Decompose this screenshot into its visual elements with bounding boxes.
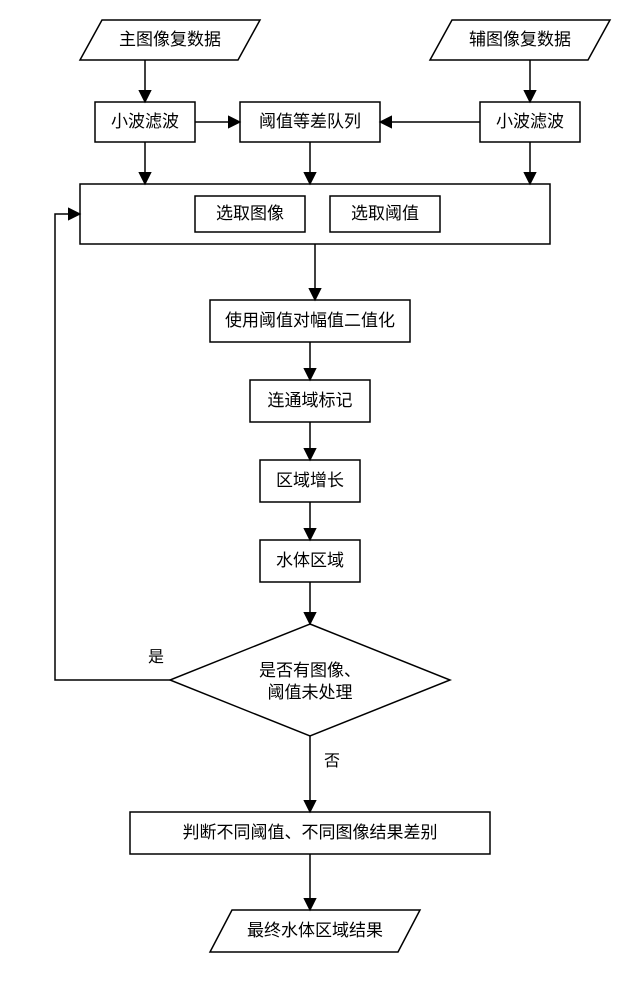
svg-text:是否有图像、: 是否有图像、 xyxy=(259,661,361,680)
svg-text:最终水体区域结果: 最终水体区域结果 xyxy=(247,921,383,940)
svg-text:选取阈值: 选取阈值 xyxy=(351,204,419,223)
svg-text:主图像复数据: 主图像复数据 xyxy=(119,30,221,49)
svg-text:水体区域: 水体区域 xyxy=(276,551,344,570)
svg-text:小波滤波: 小波滤波 xyxy=(111,112,179,131)
svg-text:阈值未处理: 阈值未处理 xyxy=(268,683,353,702)
svg-text:区域增长: 区域增长 xyxy=(276,471,344,490)
svg-text:阈值等差队列: 阈值等差队列 xyxy=(259,112,361,131)
svg-text:是: 是 xyxy=(148,649,164,666)
svg-text:否: 否 xyxy=(324,753,340,770)
svg-text:连通域标记: 连通域标记 xyxy=(268,391,353,410)
svg-text:小波滤波: 小波滤波 xyxy=(496,112,564,131)
svg-text:使用阈值对幅值二值化: 使用阈值对幅值二值化 xyxy=(225,310,395,330)
svg-text:辅图像复数据: 辅图像复数据 xyxy=(469,30,571,49)
svg-text:判断不同阈值、不同图像结果差别: 判断不同阈值、不同图像结果差别 xyxy=(183,823,438,842)
svg-text:选取图像: 选取图像 xyxy=(216,204,284,223)
